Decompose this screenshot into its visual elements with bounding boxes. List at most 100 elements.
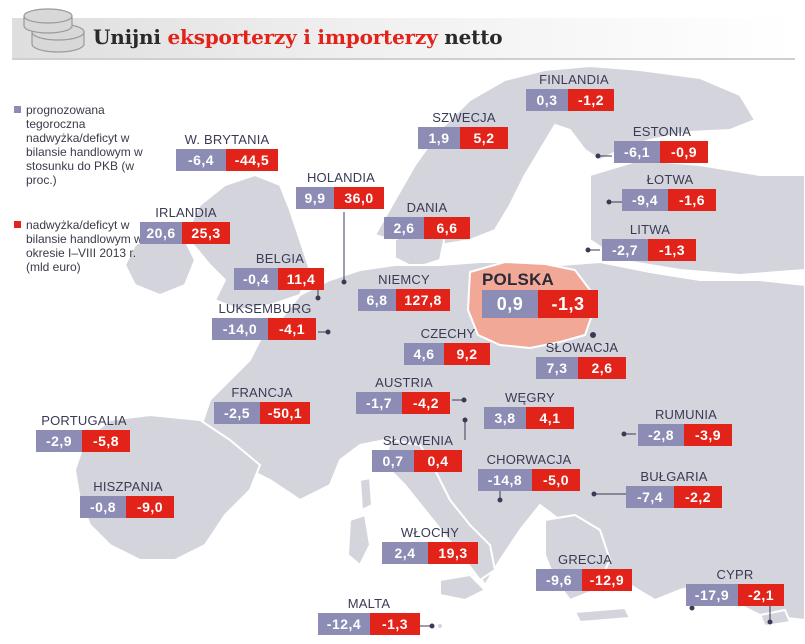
trade-value: 19,3 — [428, 542, 478, 564]
country-name: DANIA — [406, 200, 448, 215]
trade-value: -5,8 — [82, 430, 130, 452]
gdp-value: -12,4 — [318, 613, 370, 635]
gdp-value: -6,1 — [614, 141, 660, 163]
gdp-value: 2,6 — [384, 217, 424, 239]
gdp-value: 7,3 — [536, 357, 578, 379]
country-name: HOLANDIA — [306, 170, 376, 185]
scandinavia-landmass — [374, 65, 756, 246]
title-text-start: Unijni — [93, 25, 168, 49]
gdp-value: 6,8 — [358, 289, 396, 311]
trade-value: 9,2 — [444, 343, 490, 365]
country-name: SŁOWENIA — [382, 433, 454, 448]
leader-lines — [315, 153, 773, 629]
trade-value: -9,0 — [126, 496, 174, 518]
gdp-value: -14,0 — [212, 318, 268, 340]
gdp-value: -9,4 — [622, 189, 668, 211]
trade-value: 25,3 — [182, 222, 230, 244]
country-name: RUMUNIA — [654, 407, 718, 422]
trade-value: 0,4 — [414, 450, 462, 472]
trade-value: 4,1 — [526, 407, 574, 429]
gdp-value: 0,7 — [372, 450, 414, 472]
country-name: PORTUGALIA — [41, 413, 127, 428]
trade-value: 2,6 — [578, 357, 626, 379]
trade-value: -2,1 — [738, 584, 784, 606]
header: Unijni eksporterzy i importerzy netto — [0, 0, 805, 64]
trade-value: -1,6 — [668, 189, 716, 211]
country-name: GRECJA — [558, 552, 612, 567]
country-name: BELGIA — [255, 251, 305, 266]
country-name: WĘGRY — [505, 390, 555, 405]
trade-value: -4,2 — [402, 392, 450, 414]
corsica — [359, 477, 373, 511]
country-name: POLSKA — [482, 270, 555, 289]
title-text-accent: eksporterzy i importerzy — [167, 25, 438, 49]
trade-value: -4,1 — [268, 318, 316, 340]
trade-value: -50,1 — [260, 402, 310, 424]
trade-value: -1,3 — [648, 239, 696, 261]
gdp-value: 0,9 — [482, 290, 538, 318]
coins-icon — [23, 8, 85, 53]
country-name: ESTONIA — [632, 124, 692, 139]
legend-text-eur: nadwyżka/deficyt w bilansie handlowym w … — [26, 218, 143, 274]
country-name: LUKSEMBURG — [218, 301, 312, 316]
gdp-value: -9,6 — [536, 569, 582, 591]
country-name: HISZPANIA — [93, 479, 163, 494]
title-text-end: netto — [437, 25, 503, 49]
trade-value: 127,8 — [396, 289, 450, 311]
page-title: Unijni eksporterzy i importerzy netto — [93, 25, 503, 49]
gdp-value: -14,8 — [478, 469, 532, 491]
sicily — [439, 574, 486, 601]
gdp-value: -6,4 — [176, 149, 226, 171]
gdp-value: 4,6 — [404, 343, 444, 365]
country-name: ŁOTWA — [646, 172, 694, 187]
country-name: SZWECJA — [432, 110, 496, 125]
country-name: CZECHY — [420, 326, 476, 341]
trade-value: -1,3 — [370, 613, 420, 635]
gdp-value: -7,4 — [626, 486, 674, 508]
gdp-value: 1,9 — [418, 127, 460, 149]
crete — [574, 607, 631, 623]
country-name: IRLANDIA — [155, 205, 217, 220]
legend-swatch-eur — [14, 221, 21, 228]
trade-value: -5,0 — [532, 469, 580, 491]
country-name: FINLANDIA — [539, 72, 609, 87]
gdp-value: -2,7 — [602, 239, 648, 261]
title-bar — [12, 18, 795, 60]
gdp-value: 0,3 — [526, 89, 568, 111]
trade-value: 11,4 — [278, 268, 324, 290]
trade-value: -44,5 — [226, 149, 278, 171]
country-name: CHORWACJA — [486, 452, 572, 467]
country-name: NIEMCY — [378, 272, 430, 287]
gdp-value: -17,9 — [686, 584, 738, 606]
gdp-value: -0,4 — [234, 268, 278, 290]
trade-value: 5,2 — [460, 127, 508, 149]
country-name: W. BRYTANIA — [184, 132, 270, 147]
country-name: SŁOWACJA — [545, 340, 619, 355]
gdp-value: -2,9 — [36, 430, 82, 452]
gdp-value: -1,7 — [356, 392, 402, 414]
country-name: LITWA — [629, 222, 671, 237]
country-name: MALTA — [347, 596, 391, 611]
sardinia — [347, 514, 371, 566]
country-name: FRANCJA — [231, 385, 293, 400]
gdp-value: -0,8 — [80, 496, 126, 518]
legend-swatch-gdp — [14, 106, 21, 113]
malta — [436, 622, 444, 630]
gdp-value: 20,6 — [140, 222, 182, 244]
country-name: WŁOCHY — [400, 525, 460, 540]
gdp-value: -2,8 — [638, 424, 684, 446]
trade-value: -1,3 — [538, 290, 598, 318]
country-name: AUSTRIA — [375, 375, 433, 390]
trade-value: 36,0 — [334, 187, 384, 209]
gdp-value: -2,5 — [214, 402, 260, 424]
trade-value: 6,6 — [424, 217, 470, 239]
gdp-value: 2,4 — [382, 542, 428, 564]
trade-value: -2,2 — [674, 486, 722, 508]
trade-value: -1,2 — [568, 89, 614, 111]
gdp-value: 9,9 — [296, 187, 334, 209]
trade-value: -3,9 — [684, 424, 732, 446]
gdp-value: 3,8 — [484, 407, 526, 429]
country-name: BUŁGARIA — [640, 469, 708, 484]
